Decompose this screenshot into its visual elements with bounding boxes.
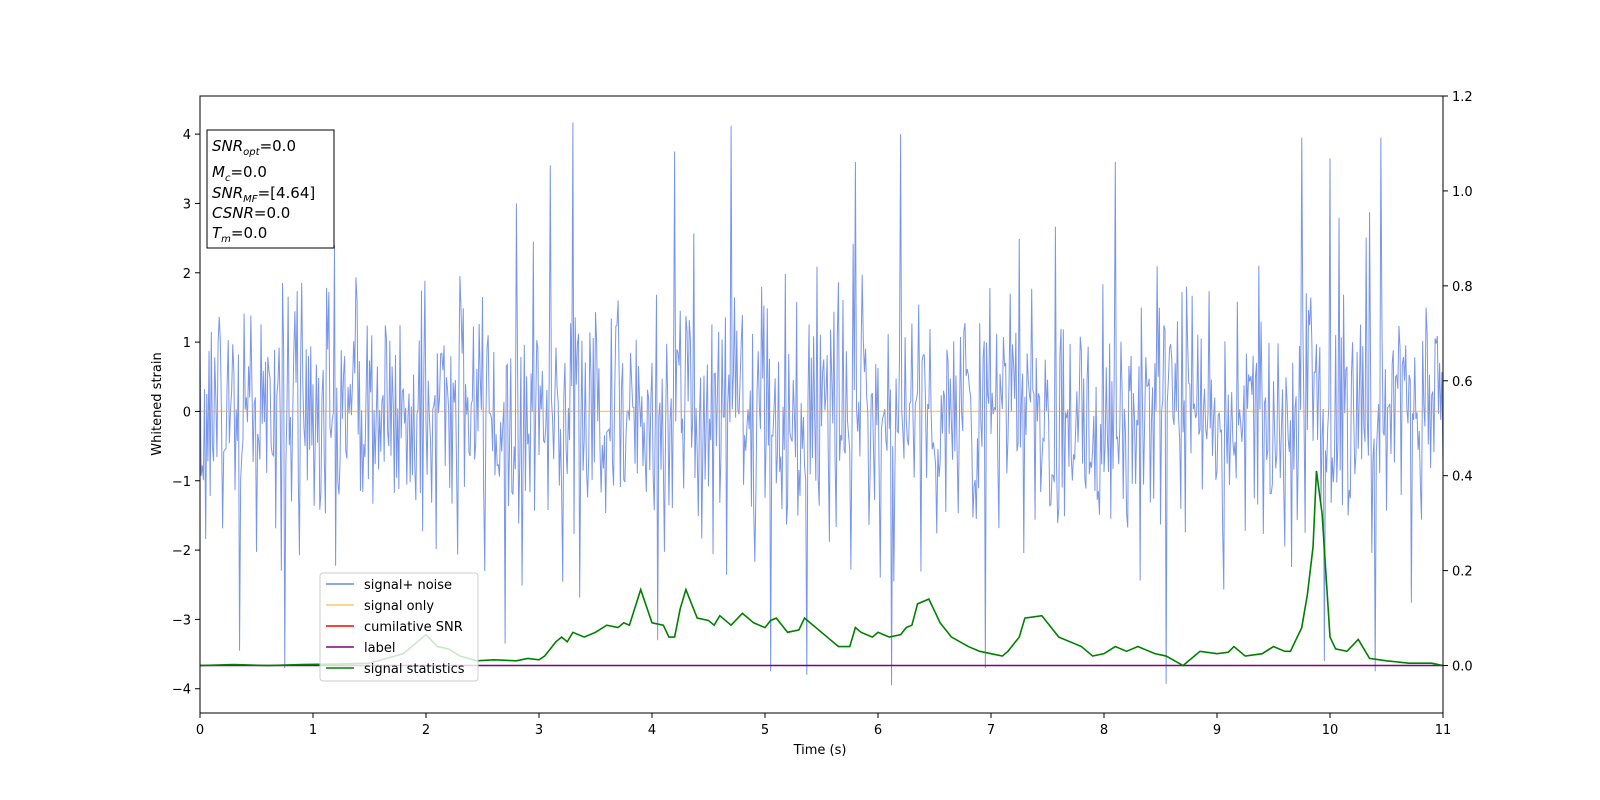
y-left-tick-label: 3 [183,197,191,212]
y-right-tick-label: 1.0 [1452,185,1473,200]
y-axis-left: −4 −3 −2 −1 0 1 2 3 4 [172,128,200,698]
legend-frame [319,572,479,682]
x-tick-label: 9 [1213,723,1221,738]
info-snr-mf: SNRMF=[4.64] [212,184,315,205]
x-tick-label: 4 [648,723,656,738]
x-tick-label: 7 [987,723,995,738]
info-box-frame [206,129,335,249]
x-tick-label: 11 [1435,723,1452,738]
y-right-tick-label: 0.8 [1452,280,1473,295]
series-signal-statistics-line [200,470,1443,667]
y-left-tick-label: −2 [172,544,191,559]
y-right-tick-label: 0.6 [1452,375,1473,390]
info-box: SNRopt=0.0 Mc=0.0 SNRMF=[4.64] CSNR=0.0 … [206,129,335,249]
y-left-tick-label: −3 [172,613,191,628]
legend: signal+ noise signal only cumilative SNR… [319,572,479,682]
x-axis-label: Time (s) [793,743,847,758]
x-tick-label: 8 [1100,723,1108,738]
info-snr-opt: SNRopt=0.0 [212,137,296,158]
y-left-tick-label: −4 [172,683,191,698]
x-tick-label: 5 [761,723,769,738]
plot-frame [199,95,1444,714]
y-left-tick-label: 1 [183,336,191,351]
series-signal-noise-line [200,122,1443,686]
x-tick-label: 6 [874,723,882,738]
y-axis-right: 0.0 0.2 0.4 0.6 0.8 1.0 1.2 [1443,90,1473,675]
x-tick-label: 10 [1322,723,1339,738]
y-axis-label: Whitened strain [150,352,165,455]
info-tm: Tm=0.0 [212,224,267,245]
x-tick-label: 1 [309,723,317,738]
legend-label-cumilative-snr: cumilative SNR [364,620,463,635]
x-tick-label: 0 [196,723,204,738]
y-left-tick-label: −1 [172,475,191,490]
y-left-tick-label: 2 [183,267,191,282]
legend-label-label: label [364,641,395,656]
x-axis: 0 1 2 3 4 5 6 7 8 9 10 11 [196,713,1451,738]
legend-label-signal-statistics: signal statistics [364,662,465,677]
legend-label-signal-only: signal only [364,599,434,614]
legend-label-signal-noise: signal+ noise [364,578,452,593]
y-right-tick-label: 0.2 [1452,565,1473,580]
info-mc: Mc=0.0 [212,163,267,184]
x-tick-label: 2 [422,723,430,738]
y-right-tick-label: 0.4 [1452,470,1473,485]
y-right-tick-label: 0.0 [1452,660,1473,675]
info-csnr: CSNR=0.0 [212,204,290,222]
x-tick-label: 3 [535,723,543,738]
y-right-tick-label: 1.2 [1452,90,1473,105]
y-left-tick-label: 4 [183,128,191,143]
y-left-tick-label: 0 [183,405,191,420]
